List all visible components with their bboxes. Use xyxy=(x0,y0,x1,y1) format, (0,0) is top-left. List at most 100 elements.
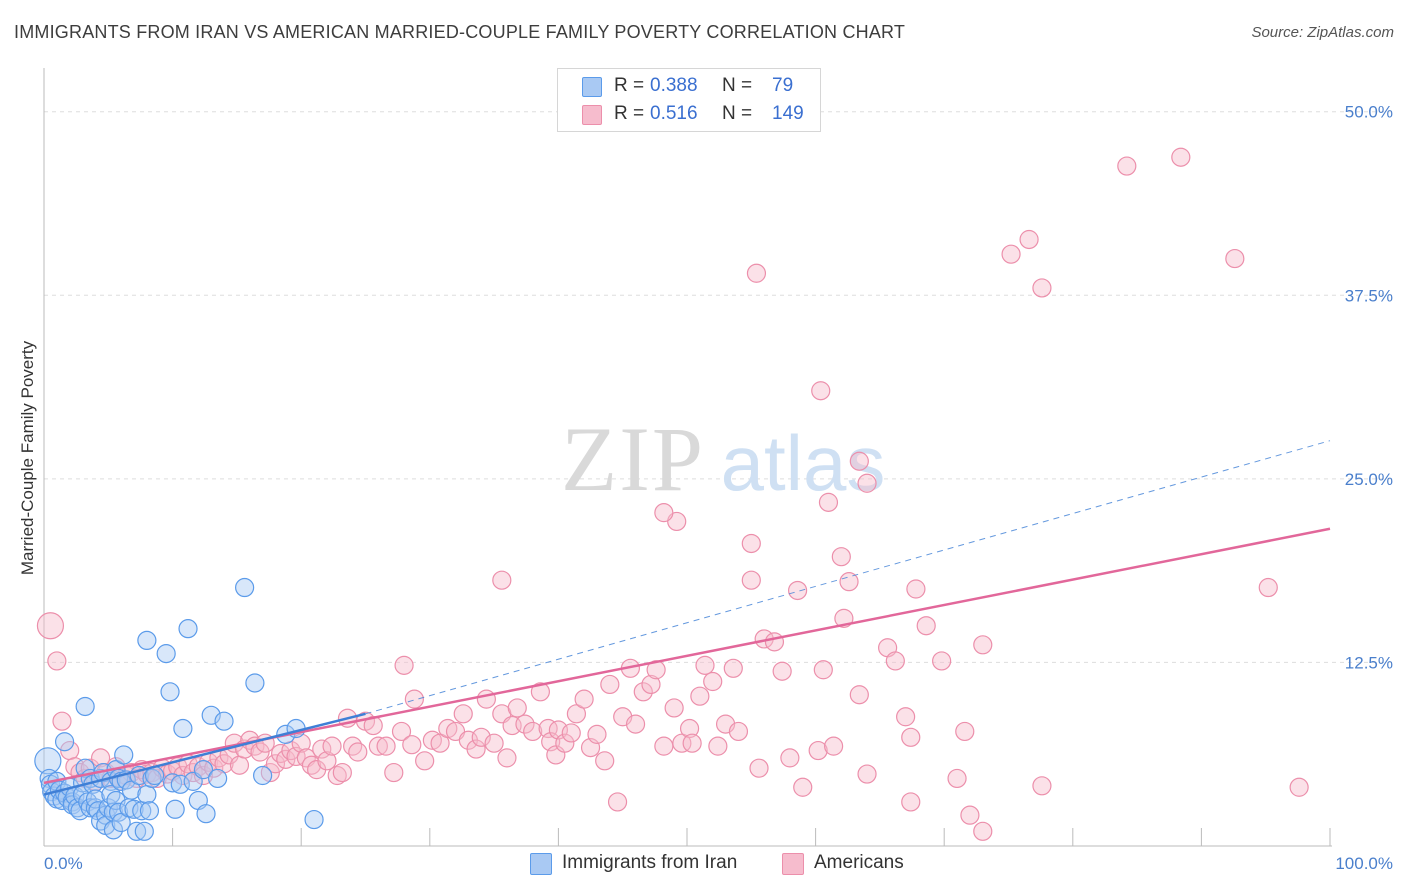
data-point xyxy=(901,727,921,747)
data-point xyxy=(955,721,975,742)
data-point xyxy=(1032,278,1052,298)
y-tick-label: 37.5% xyxy=(1345,286,1393,305)
data-point xyxy=(343,736,363,756)
data-point xyxy=(348,742,368,762)
y-tick-label: 50.0% xyxy=(1345,103,1393,122)
axes xyxy=(43,68,1332,847)
data-point xyxy=(235,577,255,598)
data-point xyxy=(507,698,527,718)
x-tick-label: 0.0% xyxy=(44,854,83,873)
data-point xyxy=(265,754,286,774)
legend-label: Americans xyxy=(814,852,904,873)
data-point xyxy=(1019,229,1039,250)
data-point xyxy=(253,765,273,786)
data-point xyxy=(196,804,216,824)
data-point xyxy=(304,809,324,830)
data-point xyxy=(772,661,792,681)
iran-trend-extension xyxy=(365,440,1331,715)
r-value: 0.388 xyxy=(650,75,698,96)
data-point xyxy=(741,533,761,554)
data-point xyxy=(849,451,869,471)
x-tick-label: 100.0% xyxy=(1335,854,1393,873)
data-point xyxy=(811,381,831,401)
data-point xyxy=(193,760,214,780)
data-point xyxy=(595,751,615,771)
legend-swatch-blue xyxy=(582,77,602,97)
data-point xyxy=(214,711,234,731)
data-point xyxy=(818,492,839,512)
data-point xyxy=(36,612,65,640)
data-point xyxy=(654,736,674,756)
data-point xyxy=(857,764,877,784)
data-point xyxy=(561,723,581,743)
data-point xyxy=(90,748,111,768)
data-point xyxy=(749,758,769,778)
data-point xyxy=(708,736,728,756)
data-point xyxy=(75,696,95,717)
data-point xyxy=(664,698,684,718)
correlation-legend: R = 0.388 N = 79 R = 0.516 N = 149 xyxy=(557,68,821,132)
data-point xyxy=(126,821,147,841)
data-point xyxy=(813,660,833,680)
data-point xyxy=(422,730,442,750)
data-point xyxy=(438,718,458,739)
data-point xyxy=(764,632,785,652)
data-point xyxy=(530,682,550,702)
data-point xyxy=(484,733,504,753)
data-point xyxy=(1289,777,1309,797)
data-point xyxy=(103,820,124,840)
data-point xyxy=(824,736,844,756)
data-point xyxy=(368,736,388,756)
data-point xyxy=(453,704,473,724)
data-point xyxy=(728,721,749,742)
data-point xyxy=(160,682,180,702)
data-point xyxy=(839,572,859,592)
data-point xyxy=(137,630,157,651)
data-point xyxy=(204,758,224,778)
data-point xyxy=(250,742,270,762)
data-point xyxy=(1001,244,1021,264)
data-point xyxy=(376,736,396,756)
data-point xyxy=(633,682,653,702)
data-point xyxy=(327,765,347,786)
y-tick-label: 12.5% xyxy=(1345,653,1393,672)
data-point xyxy=(142,768,162,789)
data-point xyxy=(384,762,404,783)
data-point xyxy=(695,655,715,675)
data-point xyxy=(896,707,916,727)
data-point xyxy=(415,751,435,771)
data-point xyxy=(1225,248,1245,269)
data-point xyxy=(1117,156,1137,176)
data-point xyxy=(780,748,800,768)
data-point xyxy=(849,685,869,705)
r-label: R = xyxy=(614,103,645,124)
iran-trend-line xyxy=(43,712,366,796)
data-point xyxy=(641,674,661,695)
data-point xyxy=(906,579,926,599)
watermark-atlas: atlas xyxy=(721,419,886,507)
data-point xyxy=(901,792,921,812)
data-point xyxy=(574,689,594,709)
data-point xyxy=(885,651,905,671)
r-label: R = xyxy=(614,75,645,96)
data-point xyxy=(114,745,134,765)
data-point xyxy=(394,655,414,675)
data-point xyxy=(54,732,75,752)
data-point xyxy=(466,739,486,759)
data-point xyxy=(1171,147,1191,167)
data-point xyxy=(1258,577,1278,598)
data-point xyxy=(156,644,176,664)
data-point xyxy=(173,718,193,739)
data-point xyxy=(947,768,967,789)
data-point xyxy=(139,801,160,821)
data-point xyxy=(163,773,183,793)
data-point xyxy=(402,735,422,755)
watermark: ZIP atlas xyxy=(561,408,885,510)
data-point xyxy=(260,762,280,783)
data-point xyxy=(654,503,674,523)
data-point xyxy=(555,733,575,753)
n-value: 79 xyxy=(772,75,794,96)
data-point xyxy=(134,821,154,841)
data-point xyxy=(245,673,265,693)
data-point xyxy=(476,689,496,709)
